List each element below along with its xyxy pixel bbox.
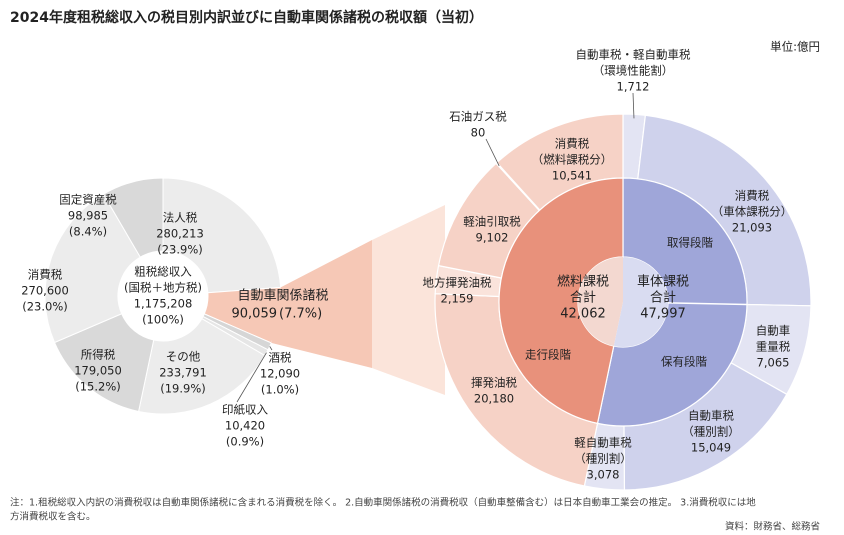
unit: 単位:億円 xyxy=(770,40,820,54)
segment-label: 20,180 xyxy=(474,392,514,406)
note: 方消費税収を含む。 xyxy=(10,511,96,523)
group-label: 47,997 xyxy=(640,307,686,322)
segment-label: 軽油引取税 xyxy=(463,215,521,229)
segment-label: 消費税 xyxy=(555,137,590,151)
segment-label: 10,541 xyxy=(552,169,592,183)
center-label: (国税＋地方税) xyxy=(124,281,202,295)
segment-label: 80 xyxy=(471,126,486,140)
segment-label: 9,102 xyxy=(476,231,509,245)
slice-label: 179,050 xyxy=(74,364,122,378)
segment-label: 消費税 xyxy=(735,189,770,203)
inner-core xyxy=(578,257,623,347)
segment-label: 21,093 xyxy=(732,221,772,235)
slice-label: (19.9%) xyxy=(160,382,206,396)
slice-label: 所得税 xyxy=(81,348,116,362)
segment-label: 自動車 xyxy=(756,324,791,338)
segment-label: （車体課税分） xyxy=(712,205,793,219)
segment-label: 2,159 xyxy=(441,292,474,306)
segment-label: 1,712 xyxy=(617,80,650,94)
funnel xyxy=(372,205,445,395)
segment-label: （種別割） xyxy=(574,452,632,466)
group-label: 42,062 xyxy=(560,307,606,322)
slice-label: 270,600 xyxy=(21,284,69,298)
segment-label: （燃料課税分） xyxy=(532,153,613,167)
slice-share: (7.7%) xyxy=(279,307,322,322)
stage-label: 取得段階 xyxy=(667,236,713,250)
slice-label: 消費税 xyxy=(28,268,63,282)
segment-label: 自動車税 xyxy=(688,409,734,423)
slice-label: 280,213 xyxy=(156,227,204,241)
segment-label: 15,049 xyxy=(691,441,731,455)
slice-label: (8.4%) xyxy=(69,225,107,239)
source: 資料：財務省、総務省 xyxy=(725,521,820,533)
group-label: 車体課税 xyxy=(637,274,689,290)
note: 注：1.租税総収入内訳の消費税収は自動車関係諸税に含まれる消費税を除く。 2.自… xyxy=(10,497,756,509)
leader-line xyxy=(269,346,273,351)
group-label: 合計 xyxy=(650,290,676,306)
slice-label: 固定資産税 xyxy=(59,193,117,207)
stage-divider xyxy=(667,302,747,306)
slice-label: (23.9%) xyxy=(157,243,203,257)
segment-label: 揮発油税 xyxy=(471,376,517,390)
segment-label: 3,078 xyxy=(587,468,620,482)
segment-label: （種別割） xyxy=(682,425,740,439)
slice-label: 12,090 xyxy=(260,367,300,381)
slice-label: 233,791 xyxy=(159,366,207,380)
center-label: (100%) xyxy=(142,313,184,327)
leader-line xyxy=(485,138,500,167)
slice-label: 98,985 xyxy=(68,209,108,223)
segment-label: 重量税 xyxy=(756,340,791,354)
title: 2024年度租税総収入の税目別内訳並びに自動車関係諸税の税収額（当初） xyxy=(10,9,483,26)
group-label: 燃料課税 xyxy=(557,274,609,290)
leader-line xyxy=(236,352,267,403)
center-label: 粗税総収入 xyxy=(134,265,192,279)
segment-label: 地方揮発油税 xyxy=(423,276,492,290)
segment-label: 軽自動車税 xyxy=(574,436,632,450)
slice-label: (23.0%) xyxy=(22,300,68,314)
slice-label: 酒税 xyxy=(269,351,292,365)
pie-slice xyxy=(102,177,164,258)
stage-label: 保有段階 xyxy=(661,355,707,369)
segment-label: （環境性能割） xyxy=(593,64,674,78)
slice-label: (1.0%) xyxy=(261,383,299,397)
slice-label: 印紙収入 xyxy=(222,403,268,417)
slice-label: (0.9%) xyxy=(226,435,264,449)
funnel xyxy=(271,240,372,368)
group-label: 合計 xyxy=(570,290,596,306)
segment-label: 7,065 xyxy=(757,356,790,370)
segment-label: 自動車税・軽自動車税 xyxy=(576,48,691,62)
inner-core xyxy=(613,257,668,347)
slice-label: 自動車関係諸税 xyxy=(237,288,328,304)
slice-value: 90,059 xyxy=(232,307,278,322)
slice-label: 法人税 xyxy=(163,211,198,225)
slice-label: (15.2%) xyxy=(75,380,121,394)
leader-line xyxy=(632,92,635,119)
stage-label: 走行段階 xyxy=(525,348,571,362)
slice-label: 10,420 xyxy=(225,419,265,433)
slice-label: その他 xyxy=(166,350,201,364)
pie-center xyxy=(118,251,208,341)
segment-label: 石油ガス税 xyxy=(449,110,507,124)
center-label: 1,175,208 xyxy=(134,297,193,311)
